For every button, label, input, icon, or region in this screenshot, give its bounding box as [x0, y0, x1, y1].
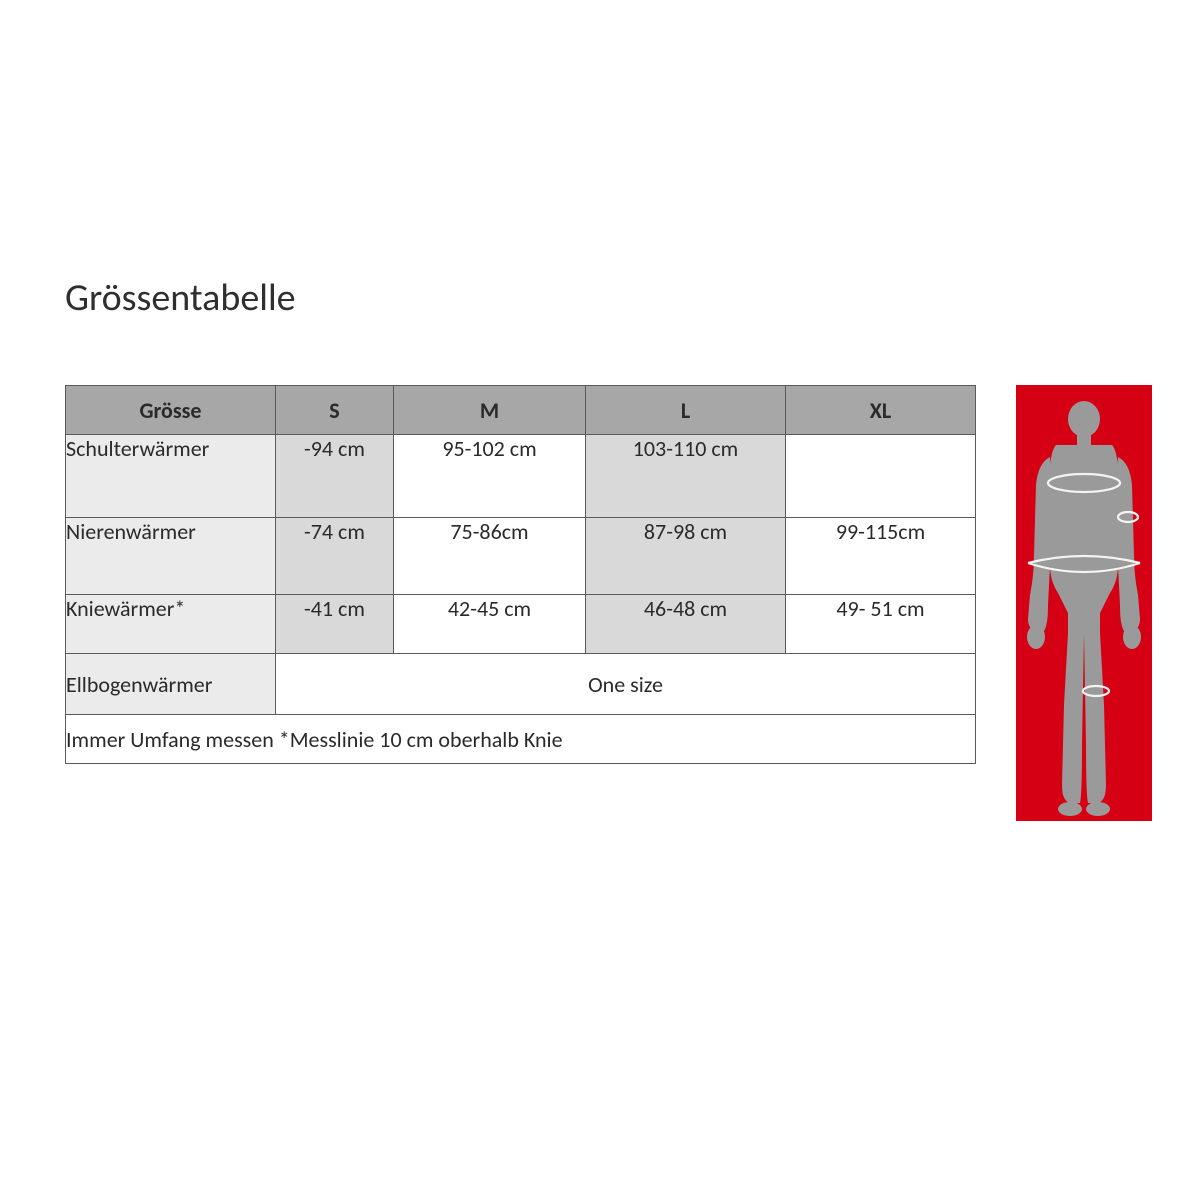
body-figure-icon — [1016, 385, 1152, 821]
cell — [786, 435, 976, 518]
col-header-s: S — [276, 386, 394, 435]
cell: 87-98 cm — [586, 518, 786, 595]
col-header-l: L — [586, 386, 786, 435]
page-title: Grössentabelle — [65, 275, 296, 321]
cell: 46-48 cm — [586, 595, 786, 654]
cell: 103-110 cm — [586, 435, 786, 518]
row-label: Schulterwärmer — [66, 435, 276, 518]
table-row: Nierenwärmer -74 cm 75-86cm 87-98 cm 99-… — [66, 518, 976, 595]
footnote: Immer Umfang messen *Messlinie 10 cm obe… — [66, 715, 976, 764]
size-table: Grösse S M L XL Schulterwärmer -94 cm 95… — [65, 385, 976, 764]
table-header-row: Grösse S M L XL — [66, 386, 976, 435]
row-label: Nierenwärmer — [66, 518, 276, 595]
table-row: Schulterwärmer -94 cm 95-102 cm 103-110 … — [66, 435, 976, 518]
cell-onesize: One size — [276, 654, 976, 715]
cell: 99-115cm — [786, 518, 976, 595]
cell: -74 cm — [276, 518, 394, 595]
page: Grössentabelle Grösse S M L XL Schulterw… — [0, 0, 1200, 1200]
cell: 42-45 cm — [394, 595, 586, 654]
cell: 95-102 cm — [394, 435, 586, 518]
content-row: Grösse S M L XL Schulterwärmer -94 cm 95… — [65, 385, 1152, 821]
table-footnote-row: Immer Umfang messen *Messlinie 10 cm obe… — [66, 715, 976, 764]
col-header-label: Grösse — [66, 386, 276, 435]
body-figure — [1016, 385, 1152, 821]
cell: -41 cm — [276, 595, 394, 654]
cell: 49- 51 cm — [786, 595, 976, 654]
col-header-xl: XL — [786, 386, 976, 435]
cell: -94 cm — [276, 435, 394, 518]
table-row: Kniewärmer* -41 cm 42-45 cm 46-48 cm 49-… — [66, 595, 976, 654]
row-label: Kniewärmer* — [66, 595, 276, 654]
cell: 75-86cm — [394, 518, 586, 595]
table-row: Ellbogenwärmer One size — [66, 654, 976, 715]
col-header-m: M — [394, 386, 586, 435]
row-label: Ellbogenwärmer — [66, 654, 276, 715]
